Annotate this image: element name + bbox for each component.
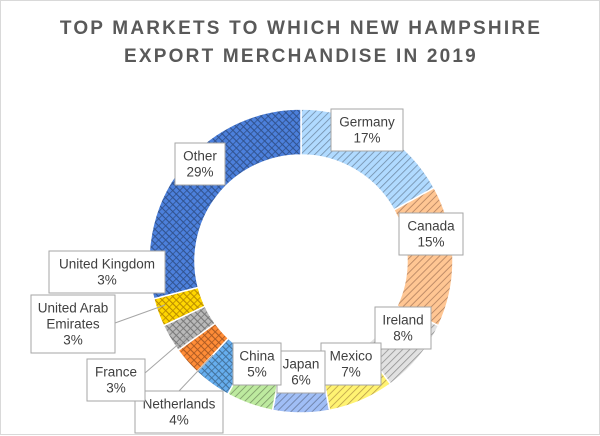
data-label-box [30, 294, 116, 354]
data-label-category: Other [183, 149, 217, 164]
data-label-box [320, 342, 382, 386]
data-label-percent: 5% [247, 365, 267, 380]
data-label-percent: 3% [97, 273, 117, 288]
data-label-category: United Arab [38, 301, 109, 316]
data-label-category: Canada [407, 219, 455, 234]
data-label-category: Japan [283, 357, 320, 372]
chart-title-line-2: EXPORT MERCHANDISE IN 2019 [124, 46, 478, 67]
slice-other [148, 108, 302, 300]
chart-title: TOP MARKETS TO WHICH NEW HAMPSHIRE EXPOR… [1, 15, 600, 71]
data-label-box [330, 108, 404, 152]
data-label-box [398, 212, 464, 256]
data-label-percent: 6% [291, 373, 311, 388]
data-label-box [134, 390, 224, 434]
data-label-category: China [239, 349, 275, 364]
data-label-category: Netherlands [143, 397, 216, 412]
leader-lines-layer [114, 304, 214, 392]
data-label-box [86, 358, 146, 402]
data-label-box [276, 350, 326, 394]
data-label-category: France [95, 365, 137, 380]
data-label-box [374, 306, 432, 350]
data-label-percent: 7% [341, 365, 361, 380]
data-label-box [48, 250, 166, 294]
data-label-percent: 17% [353, 131, 380, 146]
data-label-category: Germany [339, 115, 395, 130]
data-label-percent: 4% [169, 413, 189, 428]
data-label-category: Ireland [382, 313, 423, 328]
leader-line [144, 334, 190, 374]
data-label-percent: 29% [186, 165, 213, 180]
data-label-category: United Kingdom [59, 257, 155, 272]
data-label-category: Emirates [46, 317, 100, 332]
data-label-box [232, 342, 282, 386]
data-label-category: Mexico [330, 349, 373, 364]
data-label-percent: 3% [63, 333, 83, 348]
data-label-percent: 15% [417, 235, 444, 250]
data-label-percent: 3% [106, 381, 126, 396]
leader-line [178, 354, 214, 392]
chart-title-line-1: TOP MARKETS TO WHICH NEW HAMPSHIRE [59, 18, 543, 39]
leader-line [114, 304, 166, 324]
slice-canada [392, 186, 454, 327]
data-labels-layer: Germany17%Canada15%Ireland8%Mexico7%Japa… [30, 108, 464, 434]
data-label-percent: 8% [393, 329, 413, 344]
data-label-box [174, 142, 226, 186]
